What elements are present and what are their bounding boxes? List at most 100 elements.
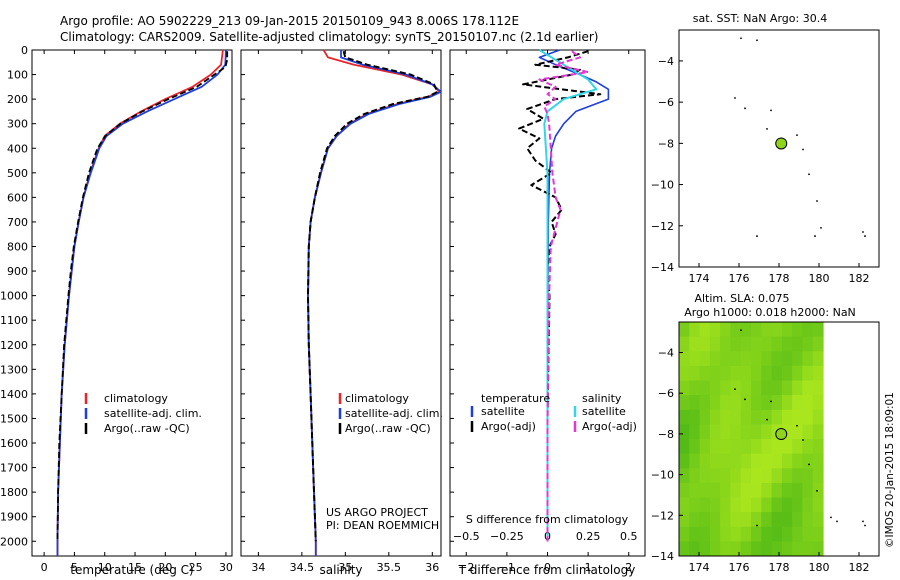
- sla-cell: [761, 526, 773, 542]
- sla-cell: [730, 395, 742, 411]
- sla-cell: [679, 351, 690, 367]
- sla-cell: [781, 322, 793, 338]
- sla-cell: [730, 409, 742, 425]
- lon-tick-label: 174: [689, 272, 710, 285]
- sla-cell: [812, 526, 824, 542]
- sla-cell: [751, 439, 762, 455]
- sla-cell: [740, 482, 752, 499]
- lat-tick-label: −4: [658, 347, 674, 360]
- sla-cell: [792, 541, 803, 556]
- sla-cell: [730, 424, 742, 440]
- sla-cell: [720, 424, 731, 440]
- sla-cell: [730, 351, 742, 367]
- legend-climatology: climatology: [104, 392, 168, 405]
- sla-cell: [730, 322, 742, 338]
- y-tick-label: 1700: [0, 462, 28, 475]
- sal-satellite-line: [538, 49, 598, 542]
- sla-cell: [709, 526, 721, 542]
- sla-cell: [761, 365, 773, 382]
- sla-cell: [709, 424, 721, 440]
- sla-cell: [720, 322, 731, 338]
- sla-cell: [679, 424, 690, 440]
- sla-cell: [802, 468, 814, 484]
- lat-tick-label: −14: [651, 261, 674, 274]
- sla-cell: [802, 409, 814, 425]
- island-dot: [836, 520, 838, 523]
- sla-cell: [802, 365, 814, 382]
- lon-tick-label: 178: [769, 272, 790, 285]
- lat-tick-label: −6: [658, 387, 674, 400]
- x-tick-label: 36: [425, 561, 439, 574]
- salinity-lines: [307, 49, 442, 556]
- y-tick-label: 500: [7, 167, 28, 180]
- sla-cell: [740, 439, 752, 455]
- sla-cell: [751, 380, 762, 396]
- island-dot: [864, 524, 866, 527]
- sla-cell: [709, 380, 721, 396]
- island-dot: [796, 134, 798, 137]
- climatology-line: [307, 49, 441, 556]
- x-tick-label: 15: [128, 561, 142, 574]
- island-dot: [740, 37, 742, 40]
- sla-cell: [792, 424, 803, 440]
- y-tick-label: 400: [7, 142, 28, 155]
- island-dot: [740, 329, 742, 332]
- sla-cell: [699, 380, 711, 396]
- sla-cell: [761, 380, 773, 396]
- x-tick-label: 5: [71, 561, 78, 574]
- sla-cell: [802, 439, 814, 455]
- sla-cell: [771, 453, 783, 469]
- project-label: US ARGO PROJECT: [326, 506, 428, 519]
- sla-cell: [699, 468, 711, 484]
- sla-cell: [812, 380, 824, 396]
- sla-cell: [812, 322, 824, 338]
- sla-cell: [720, 482, 731, 499]
- sla-cell: [792, 497, 803, 513]
- island-dot: [756, 235, 758, 237]
- sla-cell: [792, 380, 803, 396]
- sla-cell: [792, 439, 803, 455]
- sla-cell: [771, 541, 783, 556]
- sla-cell: [730, 453, 742, 469]
- sla-cell: [709, 468, 721, 484]
- lat-tick-label: −8: [658, 137, 674, 150]
- island-dot: [820, 226, 822, 229]
- lat-tick-label: −4: [658, 55, 674, 68]
- lat-tick-label: −8: [658, 428, 674, 441]
- sla-cell: [792, 336, 803, 352]
- sla-cell: [689, 322, 701, 338]
- sla-cell: [751, 424, 762, 440]
- sla-cell: [792, 453, 803, 469]
- sla-cell: [679, 512, 690, 528]
- legend-satellite: satellite-adj. clim.: [104, 407, 202, 420]
- sla-cell: [792, 526, 803, 542]
- sla-cell: [730, 468, 742, 484]
- sst-map-ticks: 174 176 178 180 182 −4 −6 −8 −10 −12 −14: [651, 55, 870, 285]
- sla-cell: [792, 409, 803, 425]
- sla-cell: [771, 365, 783, 382]
- sla-cell: [679, 526, 690, 542]
- sla-cell: [781, 439, 793, 455]
- sst-map-title: sat. SST: NaN Argo: 30.4: [693, 12, 827, 25]
- climatology-line: [56, 49, 224, 556]
- sla-cell: [699, 351, 711, 367]
- sla-cell: [771, 482, 783, 499]
- sla-cell: [679, 409, 690, 425]
- x-tick-label: −1: [499, 561, 515, 574]
- sla-cell: [720, 409, 731, 425]
- sla-cell: [771, 380, 783, 396]
- sla-cell: [771, 439, 783, 455]
- legend-climatology: climatology: [345, 392, 409, 405]
- island-dot: [766, 418, 768, 421]
- sla-cell: [709, 336, 721, 352]
- sla-cell: [709, 453, 721, 469]
- legend-temp-argo: Argo(-adj): [481, 420, 536, 433]
- y-tick-label: 300: [7, 118, 28, 131]
- header-line-1: Argo profile: AO 5902229_213 09-Jan-2015…: [60, 14, 519, 28]
- sla-cell: [771, 351, 783, 367]
- y-tick-label: 800: [7, 241, 28, 254]
- lat-tick-label: −14: [651, 550, 674, 563]
- sla-cell: [802, 453, 814, 469]
- sla-cell: [720, 512, 731, 528]
- salinity-legend: climatology satellite-adj. clim. Argo(..…: [338, 392, 443, 435]
